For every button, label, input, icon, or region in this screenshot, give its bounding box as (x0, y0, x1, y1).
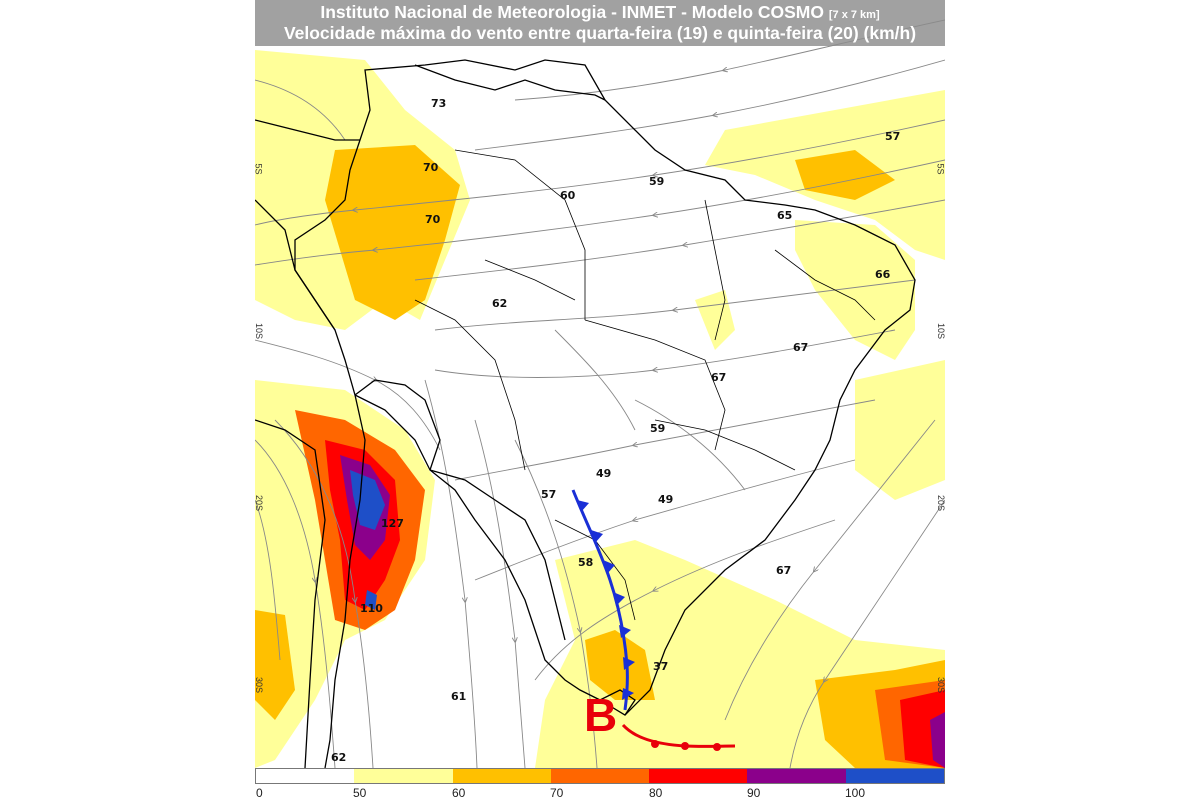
colorbar-segment (747, 769, 846, 783)
border-paraguay (429, 469, 566, 641)
value-label: 57 (885, 130, 901, 143)
colorbar-segment (550, 769, 650, 783)
colorbar-label: 100 (845, 786, 866, 800)
shade-orange-south (585, 630, 655, 700)
map-title-text: Instituto Nacional de Meteorologia - INM… (320, 2, 824, 22)
lat-tick-left-10s: 10S (254, 322, 265, 340)
value-label: 57 (541, 488, 557, 501)
shade-blue-andes-south (365, 590, 377, 610)
political-borders (255, 59, 916, 768)
value-label: 65 (777, 209, 793, 222)
colorbar-label: 50 (353, 786, 367, 800)
lat-tick-left-5s: 5S (253, 163, 264, 175)
state-borders-1 (454, 149, 586, 320)
wind-speed-map (255, 19, 945, 768)
value-label: 110 (360, 602, 383, 615)
lat-tick-right-10s: 10S (936, 322, 947, 340)
value-label: 60 (560, 189, 576, 202)
value-label: 49 (596, 467, 612, 480)
state-borders-5 (654, 419, 796, 471)
state-borders-2 (584, 319, 726, 451)
map-area[interactable] (255, 0, 945, 768)
state-borders-7 (484, 259, 576, 301)
border-chile (255, 419, 326, 768)
colorbar-legend (255, 768, 945, 784)
value-label: 67 (711, 371, 727, 384)
colorbar-label: 0 (256, 786, 263, 800)
wind-streamlines (255, 19, 945, 768)
warm-front (621, 723, 736, 751)
colorbar-label: 70 (550, 786, 564, 800)
lat-tick-left-20s: 20S (254, 494, 265, 512)
shade-yellow-east-coast (855, 360, 945, 500)
value-label: 62 (492, 297, 508, 310)
colorbar-label: 60 (452, 786, 466, 800)
colorbar-segment (354, 769, 453, 783)
border-bolivia (354, 379, 441, 471)
lat-tick-left-30s: 30S (254, 676, 265, 694)
value-label: 73 (431, 97, 447, 110)
map-resolution: [7 x 7 km] (828, 9, 880, 21)
lat-tick-right-30s: 30S (936, 676, 947, 694)
colorbar-segment (649, 769, 748, 783)
title-bar (255, 0, 945, 46)
value-label: 58 (578, 556, 594, 569)
border-venezuela-guianas (414, 64, 606, 101)
value-label: 70 (423, 161, 439, 174)
shade-orange-atlantic (795, 150, 895, 200)
map-subtitle: Velocidade máxima do vento entre quarta-… (283, 23, 917, 43)
value-label: 67 (776, 564, 792, 577)
shade-yellow-northeast-coast (795, 220, 915, 360)
lat-tick-right-5s: 5S (935, 163, 946, 175)
state-borders-4 (774, 249, 876, 321)
value-label: 49 (658, 493, 674, 506)
value-label: 61 (451, 690, 467, 703)
lat-tick-right-20s: 20S (936, 494, 947, 512)
value-label: 62 (331, 751, 347, 764)
colorbar-segment (845, 769, 944, 783)
value-label: 67 (793, 341, 809, 354)
shade-blue-andes (350, 470, 385, 530)
state-borders-3 (704, 199, 726, 341)
cold-front (571, 489, 635, 711)
shade-purple-se (930, 712, 945, 768)
colorbar-label: 80 (649, 786, 663, 800)
map-title: Instituto Nacional de Meteorologia - INM… (255, 2, 945, 23)
value-label: 59 (649, 175, 665, 188)
value-label: 70 (425, 213, 441, 226)
border-argentina (324, 394, 366, 768)
border-peru (255, 199, 336, 331)
border-colombia (255, 119, 360, 141)
value-label: 127 (381, 517, 404, 530)
colorbar-label: 90 (747, 786, 761, 800)
value-label: 37 (653, 660, 669, 673)
value-label: 59 (650, 422, 666, 435)
shade-orange-sw (255, 610, 295, 720)
colorbar-segment (452, 769, 551, 783)
colorbar-segment (256, 769, 355, 783)
shade-yellow-central (695, 290, 735, 350)
state-borders-6 (554, 519, 636, 621)
value-label: 66 (875, 268, 891, 281)
low-pressure-marker: B (584, 689, 618, 741)
state-borders-8 (414, 299, 526, 471)
